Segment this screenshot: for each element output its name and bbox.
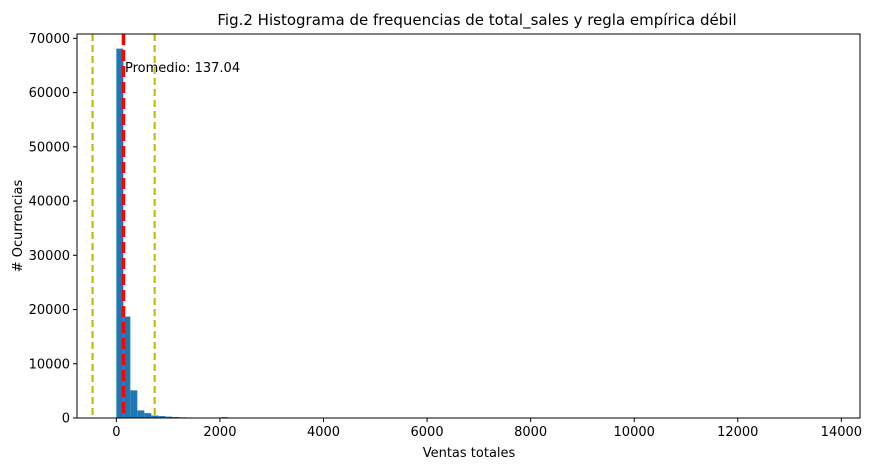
histogram-bar <box>144 413 151 418</box>
y-tick-label: 0 <box>62 412 70 427</box>
y-axis: 0 10000 20000 30000 40000 50000 60000 70000 <box>29 32 77 427</box>
x-axis: 0 2000 4000 6000 8000 10000 12000 14000 <box>112 418 862 440</box>
y-tick-label: 20000 <box>29 303 70 318</box>
x-tick-label: 10000 <box>614 425 655 440</box>
x-axis-label: Ventas totales <box>423 446 516 461</box>
y-tick-label: 60000 <box>29 86 70 101</box>
y-axis-label: # Ocurrencias <box>11 179 26 272</box>
x-tick-label: 12000 <box>717 425 758 440</box>
x-tick-label: 14000 <box>821 425 862 440</box>
plot-frame <box>77 34 860 418</box>
reference-lines <box>93 34 155 418</box>
x-tick-label: 6000 <box>411 425 444 440</box>
x-tick-label: 2000 <box>203 425 236 440</box>
mean-annotation: Promedio: 137.04 <box>125 61 240 76</box>
bars-layer <box>116 49 326 418</box>
histogram-bar <box>137 410 144 418</box>
y-tick-label: 10000 <box>29 357 70 372</box>
x-tick-label: 0 <box>112 425 120 440</box>
chart-title: Fig.2 Histograma de frequencias de total… <box>217 11 736 30</box>
y-tick-label: 40000 <box>29 195 70 210</box>
x-tick-label: 8000 <box>514 425 547 440</box>
y-tick-label: 30000 <box>29 249 70 264</box>
y-tick-label: 70000 <box>29 32 70 47</box>
y-tick-label: 50000 <box>29 140 70 155</box>
x-tick-label: 4000 <box>307 425 340 440</box>
histogram-bar <box>130 390 137 418</box>
